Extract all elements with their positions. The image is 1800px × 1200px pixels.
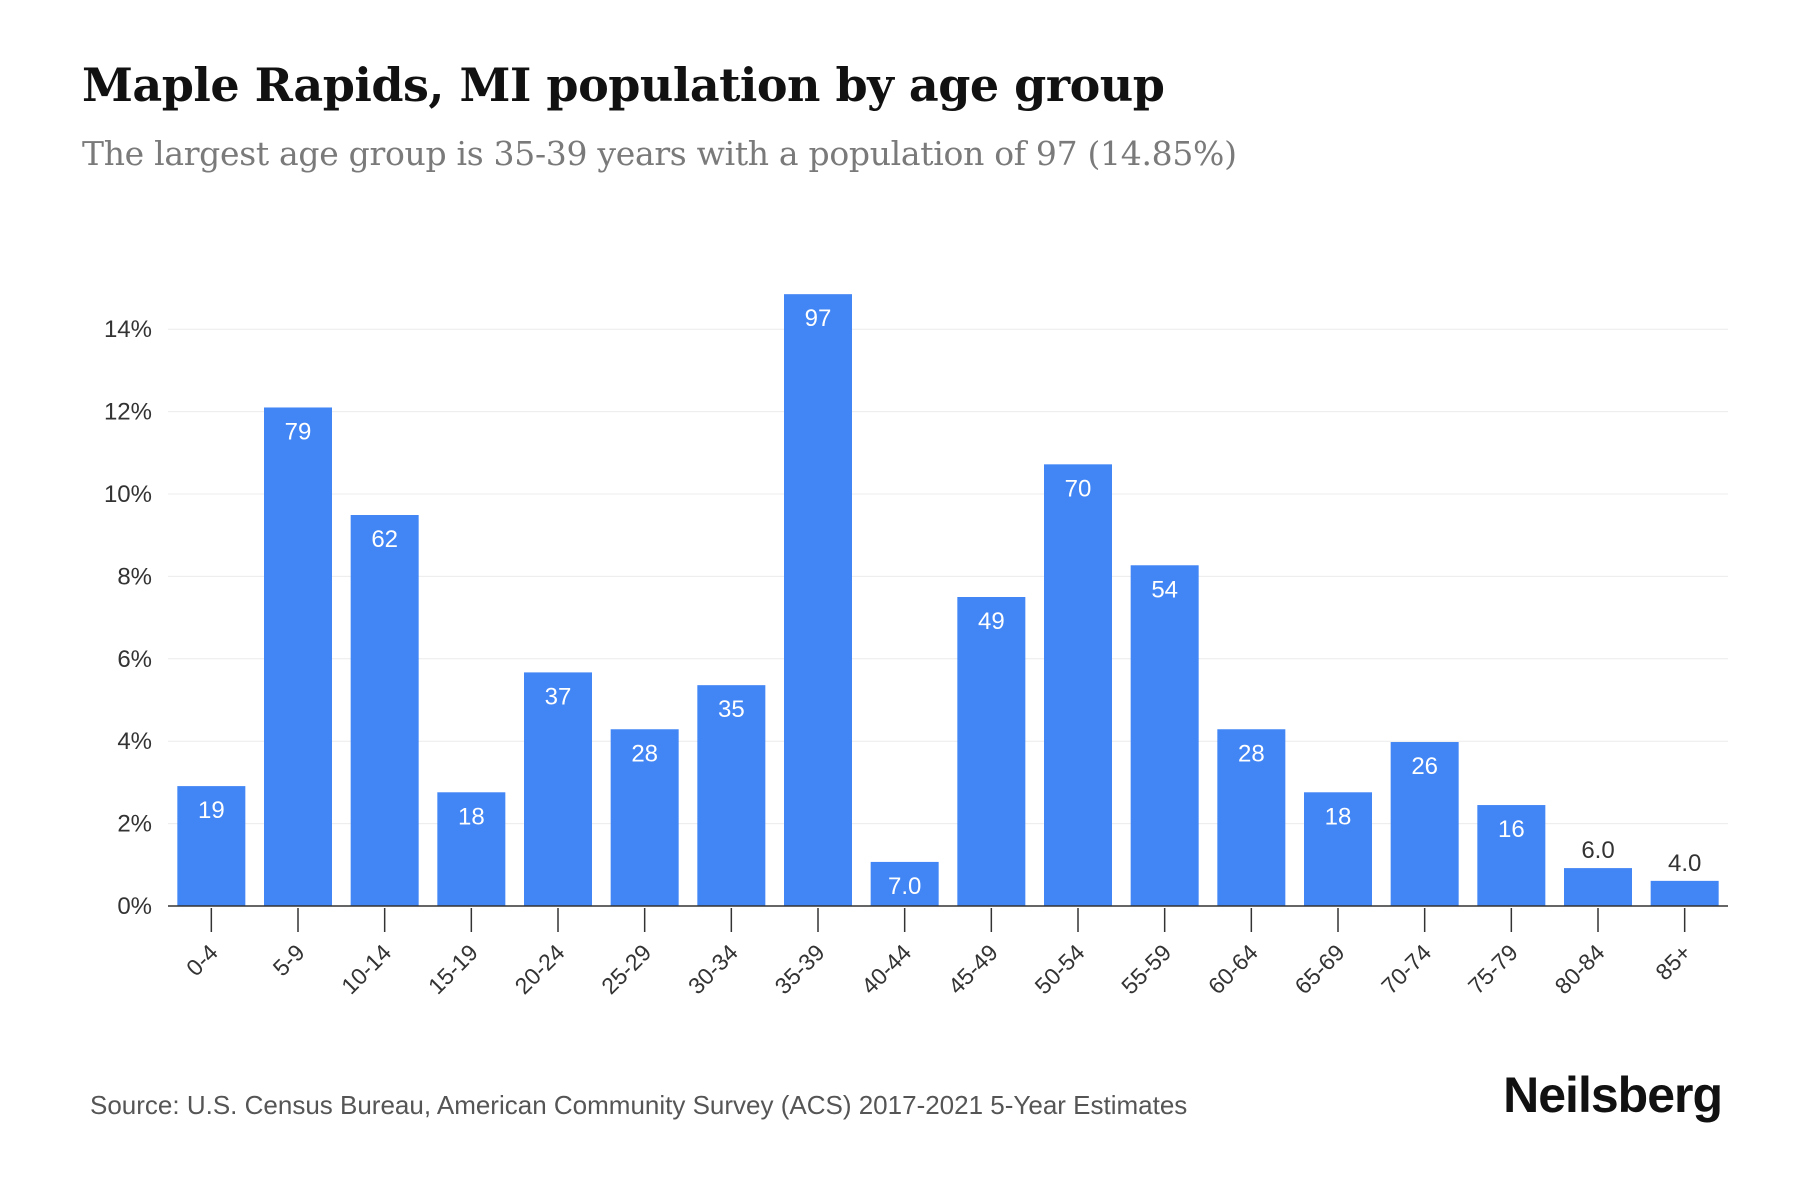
x-tick-label: 75-79 [1463,939,1523,999]
x-tick-label: 55-59 [1116,939,1176,999]
bar-value-label: 28 [631,740,658,767]
bar-value-label: 28 [1238,740,1265,767]
source-note: Source: U.S. Census Bureau, American Com… [90,1090,1188,1120]
x-tick-label: 10-14 [336,939,396,999]
x-tick-label: 25-29 [596,939,656,999]
y-tick-label: 14% [104,316,152,343]
y-tick-label: 8% [117,563,152,590]
x-tick-label: 0-4 [181,939,223,981]
bar-value-label: 97 [805,305,832,332]
x-tick-label: 85+ [1650,939,1696,985]
bar-value-label: 6.0 [1581,837,1614,864]
x-tick-label: 15-19 [423,939,483,999]
bar [264,407,332,906]
bar [1564,868,1632,906]
bar [350,515,419,906]
y-tick-label: 4% [117,728,152,755]
bar-value-label: 70 [1065,475,1092,502]
bar [1477,805,1546,906]
x-tick-label: 80-84 [1550,939,1610,999]
x-tick-label: 70-74 [1376,939,1436,999]
bar-value-label: 19 [198,797,225,824]
x-tick-label: 30-34 [683,939,743,999]
x-tick-label: 20-24 [510,939,570,999]
y-axis-ticks: 0% 2% 4% 6% 8% 10% 12% 14% [104,316,152,920]
bar [1130,565,1199,906]
bar-value-labels: 19 79 62 18 37 28 35 97 7.0 49 70 54 28 18 26 16 6.0 4.0 [198,305,1701,900]
x-tick-label: 45-49 [943,939,1003,999]
bar-value-label: 62 [371,526,398,553]
bar [610,729,679,906]
x-axis-ticks: 0-4 5-9 10-14 15-19 20-24 25-29 30-34 35-39 40-4… [181,908,1696,999]
bar [784,294,852,906]
y-tick-label: 0% [117,893,152,920]
bar [524,672,592,906]
bar [1650,880,1719,906]
y-tick-label: 6% [117,646,152,673]
x-tick-label: 5-9 [268,939,310,981]
x-tick-label: 35-39 [770,939,830,999]
bar-value-label: 49 [978,608,1005,635]
bar-value-label: 26 [1411,753,1438,780]
bar-value-label: 18 [1325,803,1352,830]
bar [870,861,939,906]
grid-lines [168,328,1728,825]
bar [437,792,506,906]
brand-logo: Neilsberg [1503,1067,1723,1123]
x-tick-label: 50-54 [1030,939,1090,999]
bar-value-label: 37 [545,683,572,710]
y-tick-label: 2% [117,811,152,838]
bars [177,294,1719,906]
bar [1304,792,1372,906]
x-tick-label: 65-69 [1290,939,1350,999]
chart-subtitle: The largest age group is 35-39 years wit… [82,134,1237,173]
bar-value-label: 7.0 [888,873,921,900]
x-tick-label: 40-44 [856,939,916,999]
chart-title: Maple Rapids, MI population by age group [82,58,1165,112]
y-tick-label: 12% [104,399,152,426]
bar [1044,464,1112,906]
bar [1217,729,1286,906]
bar [957,597,1026,906]
bar-value-label: 18 [458,803,485,830]
bar-value-label: 16 [1498,816,1525,843]
bar [697,685,766,906]
bar-value-label: 4.0 [1668,850,1701,877]
bar [1390,742,1459,906]
bar [177,786,246,906]
bar-value-label: 79 [285,418,312,445]
x-tick-label: 60-64 [1203,939,1263,999]
bar-value-label: 35 [718,696,745,723]
bar-value-label: 54 [1151,576,1178,603]
y-tick-label: 10% [104,481,152,508]
